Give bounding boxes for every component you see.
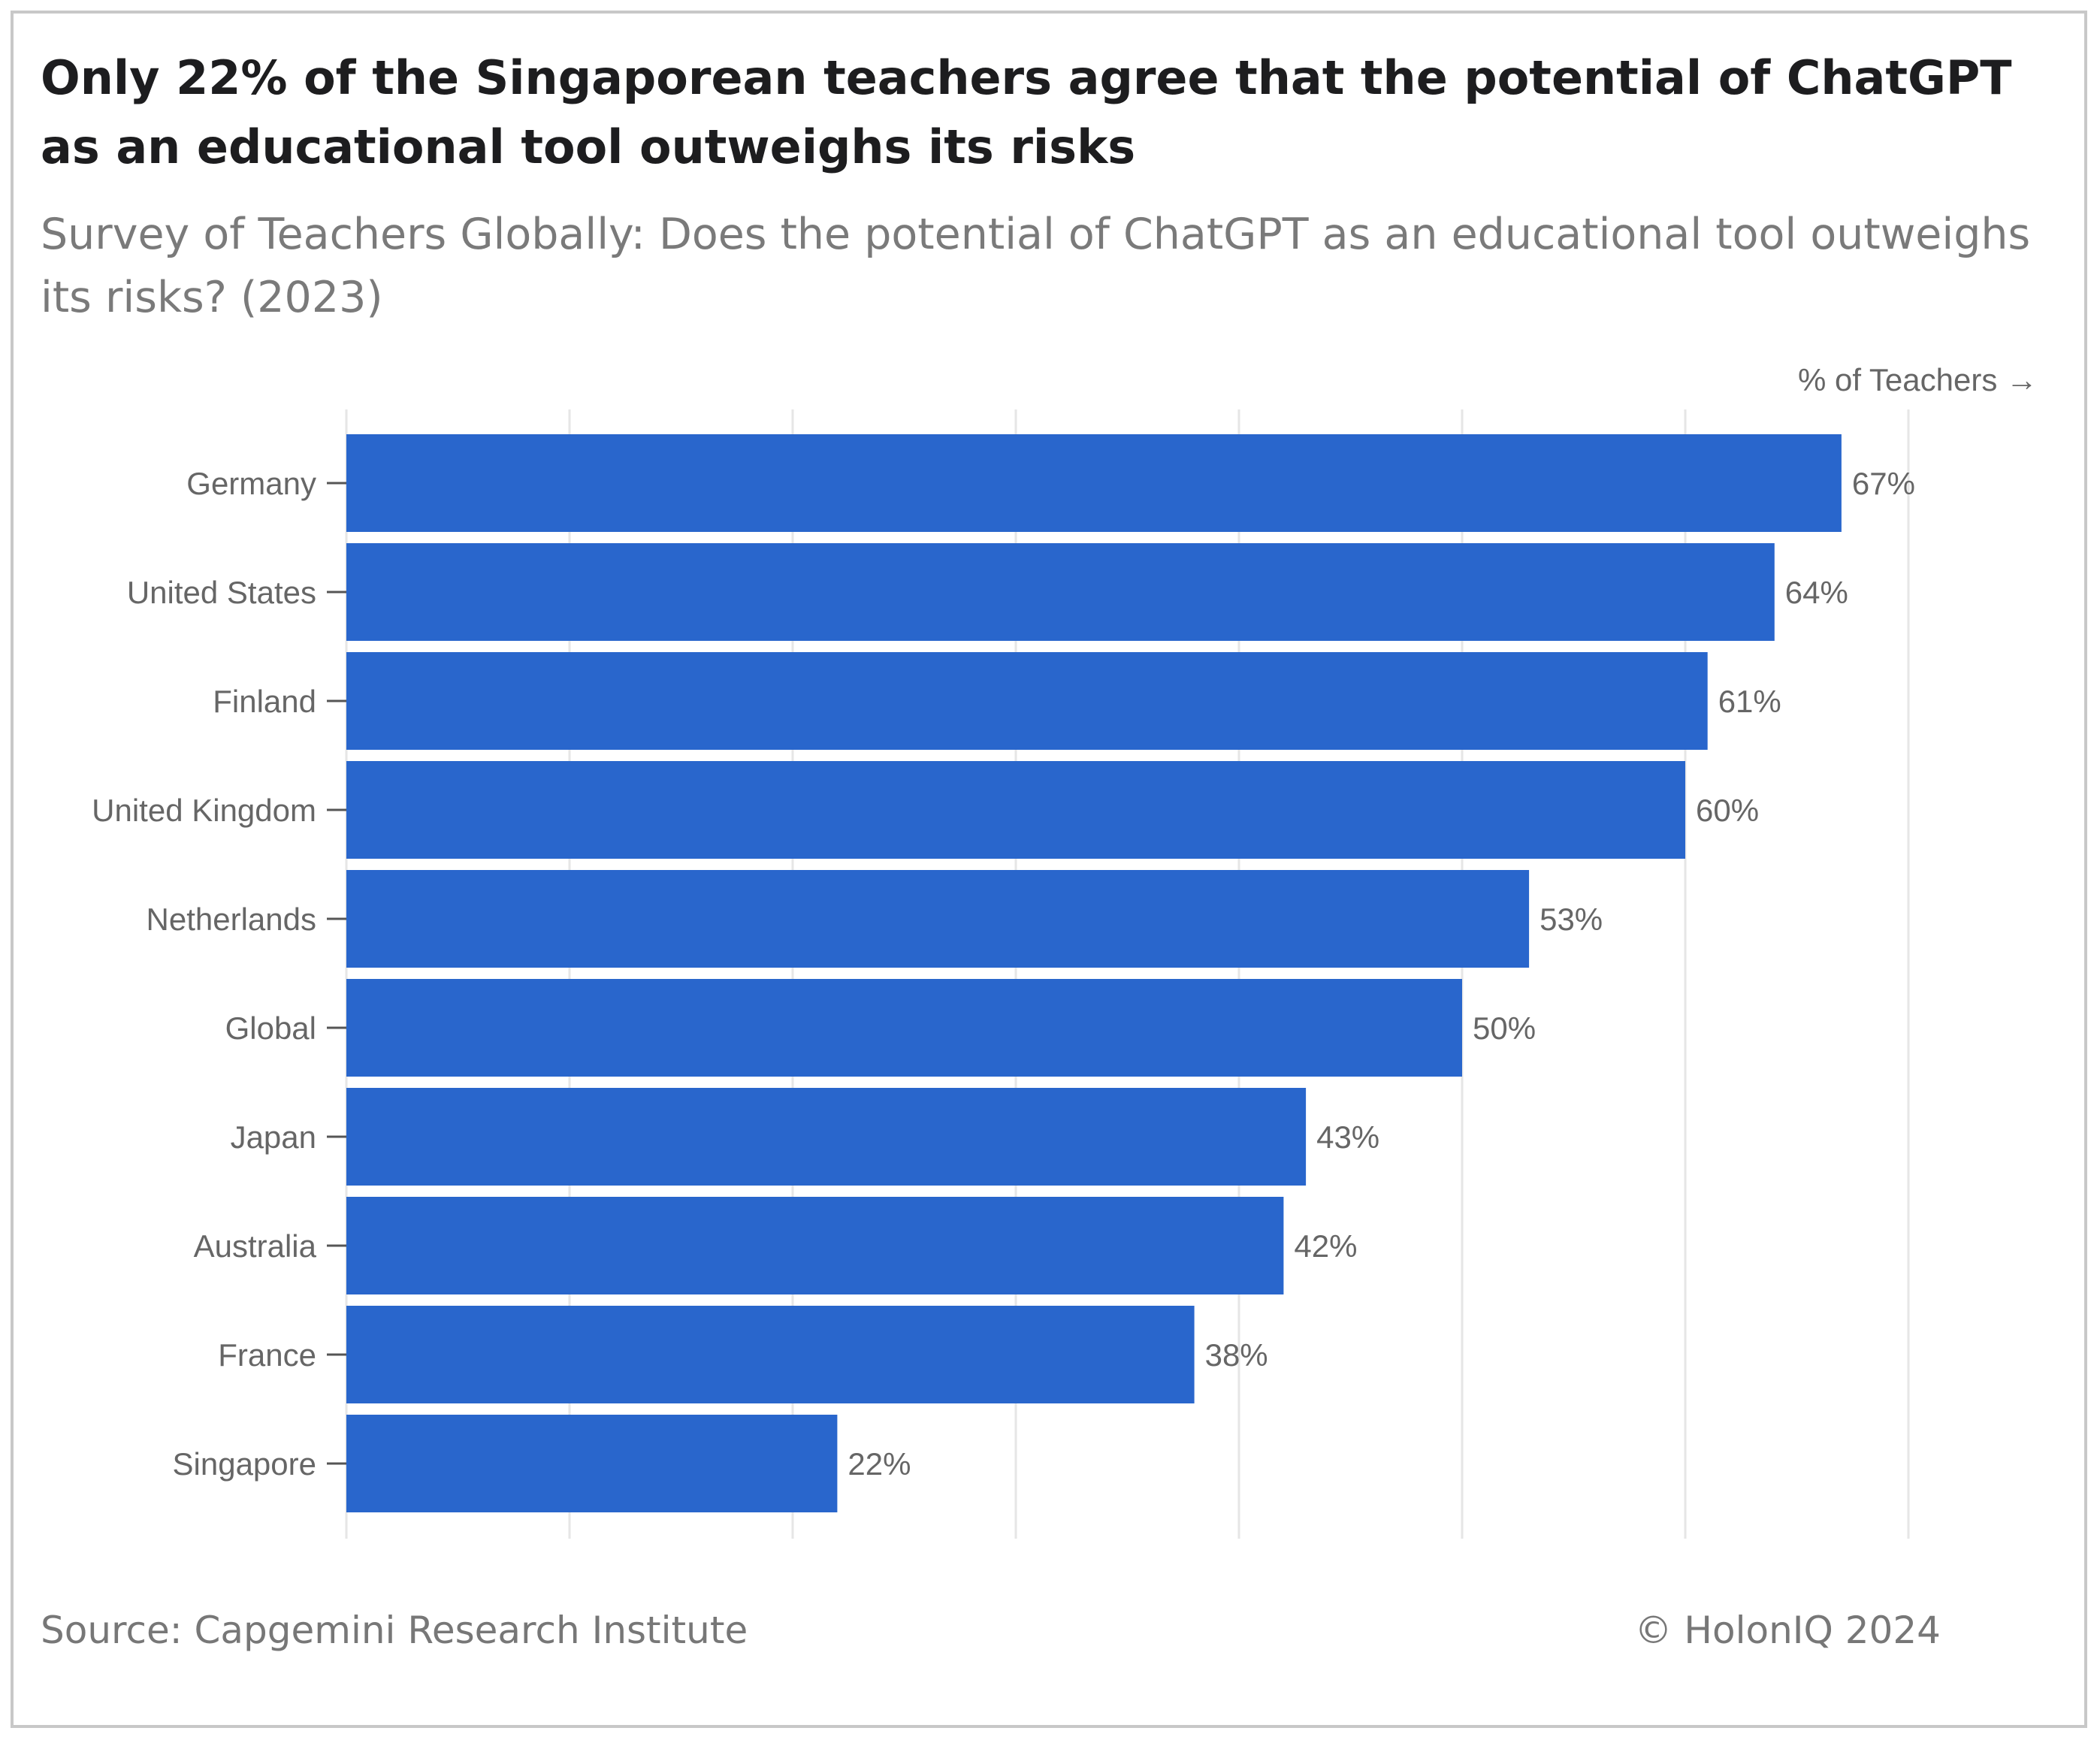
category-label: United Kingdom — [92, 793, 316, 828]
category-label: Finland — [213, 684, 316, 719]
bar — [346, 979, 1462, 1077]
value-label: 64% — [1785, 575, 1848, 610]
copyright-note: © HolonIQ 2024 — [1634, 1609, 1941, 1652]
source-note: Source: Capgemini Research Institute — [41, 1609, 748, 1652]
chart-subtitle: Survey of Teachers Globally: Does the po… — [41, 210, 2031, 322]
value-label: 60% — [1696, 793, 1759, 828]
category-label: Netherlands — [147, 902, 316, 937]
value-label: 42% — [1294, 1228, 1357, 1264]
value-label: 38% — [1205, 1337, 1268, 1373]
value-label: 53% — [1539, 902, 1603, 937]
bar — [346, 434, 1842, 532]
category-label: Australia — [194, 1228, 317, 1264]
bar — [346, 761, 1685, 859]
value-label: 22% — [848, 1446, 911, 1482]
bar — [346, 870, 1530, 968]
category-label: United States — [127, 575, 316, 610]
chart-title: Only 22% of the Singaporean teachers agr… — [41, 50, 2012, 174]
category-label: Singapore — [173, 1446, 316, 1482]
bars — [346, 434, 1842, 1512]
bar — [346, 652, 1708, 750]
value-label: 50% — [1473, 1010, 1536, 1046]
x-axis-title: % of Teachers → — [1798, 362, 2038, 397]
category-label: France — [218, 1337, 316, 1373]
value-label: 61% — [1718, 684, 1781, 719]
bar — [346, 543, 1775, 641]
category-label: Global — [225, 1010, 316, 1046]
bar — [346, 1197, 1284, 1294]
value-label: 43% — [1316, 1119, 1379, 1155]
bar — [346, 1306, 1195, 1403]
category-label: Germany — [186, 466, 316, 501]
category-label: Japan — [231, 1119, 316, 1155]
bar — [346, 1088, 1307, 1186]
bar — [346, 1415, 838, 1512]
value-label: 67% — [1852, 466, 1915, 501]
labels: Germany 67% United States 64% Finland 61% Unit… — [92, 466, 1915, 1482]
